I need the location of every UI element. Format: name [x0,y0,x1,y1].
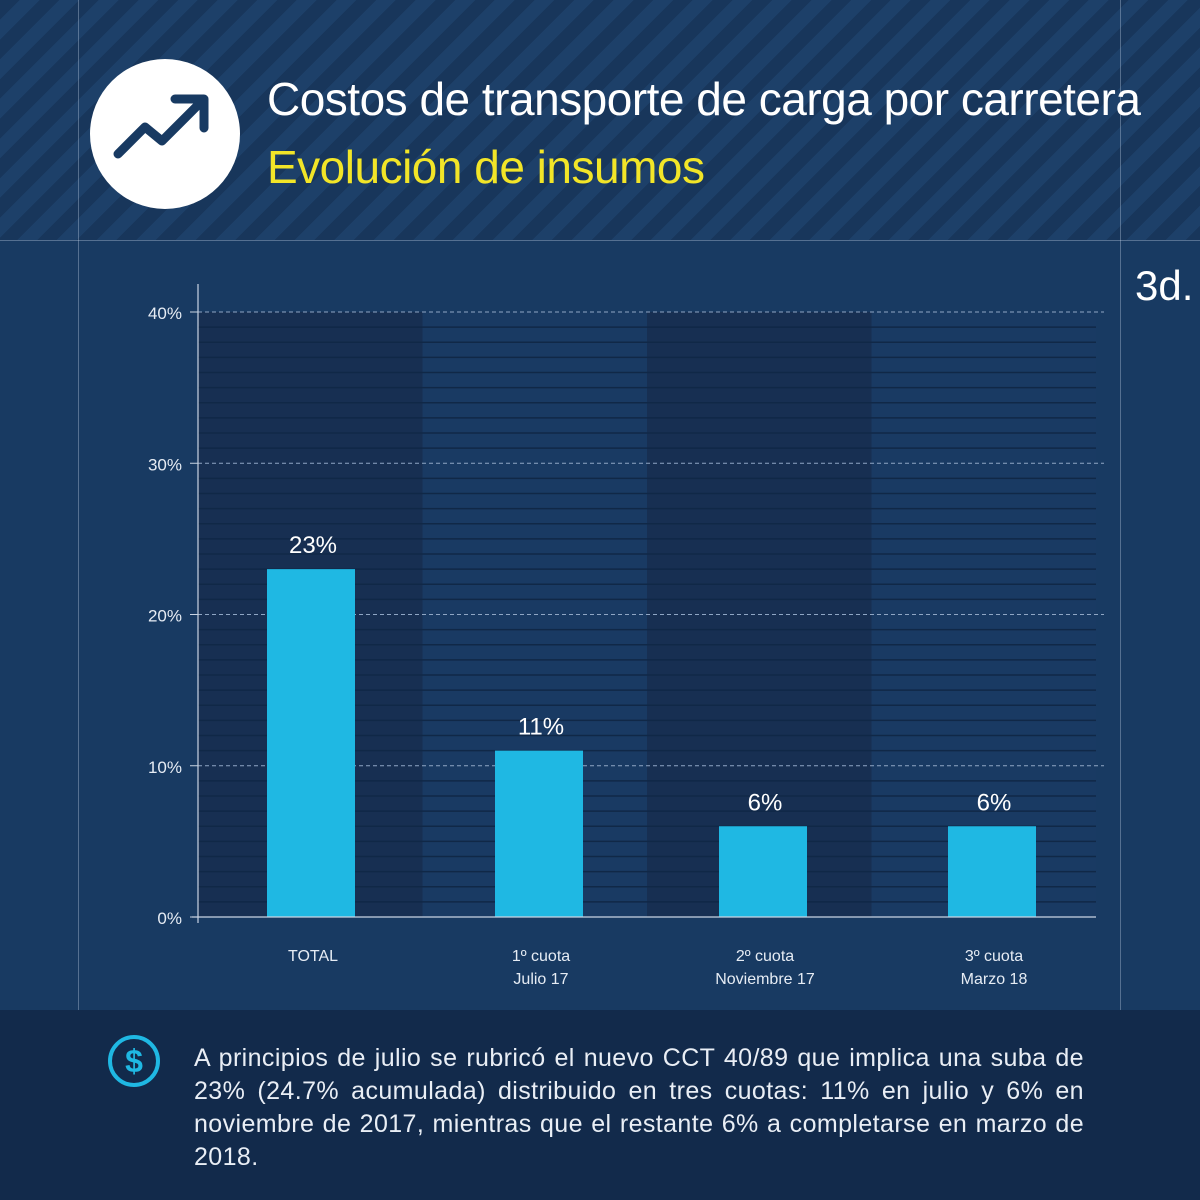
footer-note: A principios de julio se rubricó el nuev… [194,1044,1084,1171]
dollar-icon: $ [108,1035,160,1087]
x-tick-label: 2º cuota [736,948,794,965]
footer-panel [0,1010,1200,1200]
logo-circle [90,59,240,209]
guide-line-header [0,240,1200,241]
y-tick-label: 0% [157,909,182,928]
y-tick-label: 20% [148,607,182,626]
y-tick-label: 10% [148,758,182,777]
bar [267,569,355,917]
x-tick-label: Noviembre 17 [715,971,815,988]
bar-data-label: 6% [977,789,1012,816]
x-tick-label: Marzo 18 [961,971,1028,988]
y-axis: 0% 10% 20% 30% 40% [148,284,199,928]
x-axis: TOTAL 1º cuota Julio 17 2º cuota Noviembre 1… [192,916,1096,988]
bar-data-label: 6% [748,789,783,816]
bar-chart: 0% 10% 20% 30% 40% 23% 11% 6% 6% TOTAL 1º cuota J… [148,284,1104,988]
guide-line-right [1120,0,1121,1010]
x-tick-label: 3º cuota [965,948,1023,965]
section-badge: 3d. [1135,262,1194,309]
page-title: Costos de transporte de carga por carret… [267,73,1141,125]
trending-up-icon [113,94,209,159]
x-tick-label: 1º cuota [512,948,570,965]
x-tick-label: TOTAL [288,948,338,965]
guide-line-left [78,0,79,1010]
x-tick-label: Julio 17 [513,971,568,988]
bar-data-label: 23% [289,532,337,559]
bar [495,750,583,917]
page-subtitle: Evolución de insumos [267,141,705,193]
bar-data-label: 11% [518,714,564,741]
chart-gridlines [198,311,1104,903]
y-tick-label: 30% [148,455,182,474]
svg-text:$: $ [125,1043,143,1079]
bar [948,826,1036,917]
bar [719,826,807,917]
chart-bars: 23% 11% 6% 6% [267,532,1036,917]
y-tick-label: 40% [148,304,182,323]
